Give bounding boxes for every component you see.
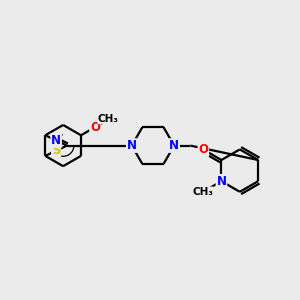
Text: CH₃: CH₃ xyxy=(192,187,213,197)
Text: N: N xyxy=(169,139,179,152)
Text: N: N xyxy=(216,175,226,188)
Text: S: S xyxy=(52,144,60,157)
Text: O: O xyxy=(90,121,100,134)
Text: O: O xyxy=(198,143,208,156)
Text: CH₃: CH₃ xyxy=(98,114,119,124)
Text: N: N xyxy=(127,139,137,152)
Text: N: N xyxy=(51,134,61,147)
